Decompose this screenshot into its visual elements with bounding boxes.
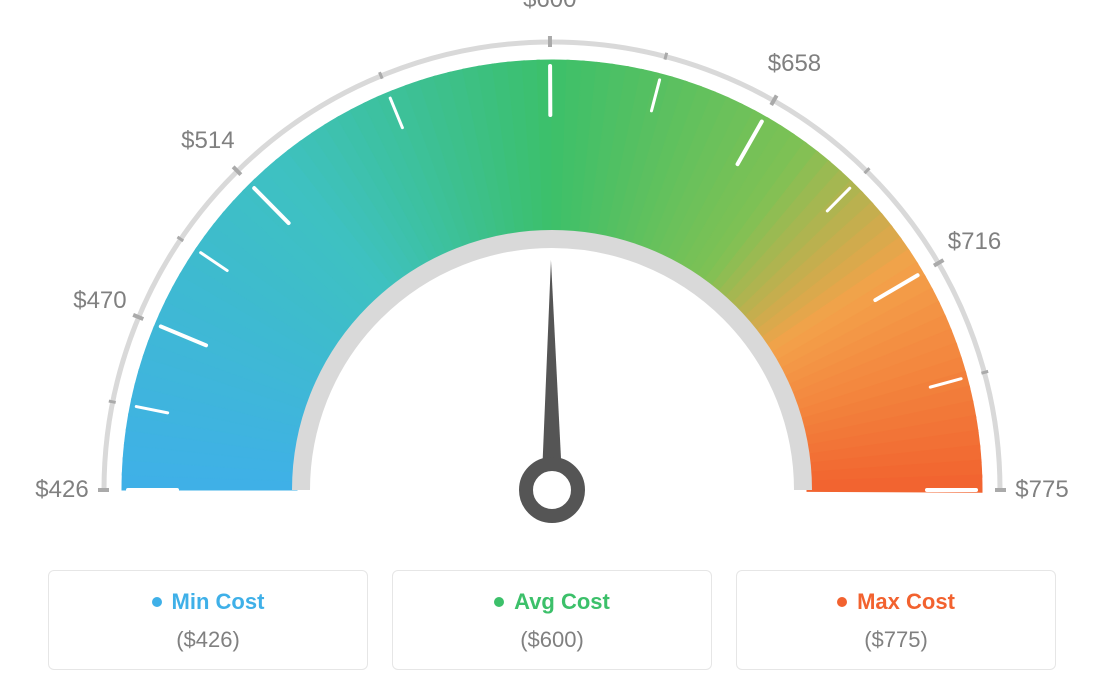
gauge-tick-label: $600 — [523, 0, 576, 14]
gauge-tick-label: $470 — [73, 287, 126, 315]
legend-card-avg: Avg Cost ($600) — [392, 570, 712, 670]
gauge-tick-label: $514 — [181, 127, 234, 155]
gauge-tick-label: $775 — [1015, 476, 1068, 504]
gauge-tick-label: $658 — [768, 50, 821, 78]
legend-value-min: ($426) — [59, 627, 357, 653]
legend-card-max: Max Cost ($775) — [736, 570, 1056, 670]
legend-label-min: Min Cost — [172, 589, 265, 615]
legend-row: Min Cost ($426) Avg Cost ($600) Max Cost… — [0, 570, 1104, 670]
legend-title-avg: Avg Cost — [494, 589, 610, 615]
legend-dot-min — [152, 597, 162, 607]
legend-dot-avg — [494, 597, 504, 607]
gauge-tick-label: $716 — [948, 228, 1001, 256]
legend-label-max: Max Cost — [857, 589, 955, 615]
legend-card-min: Min Cost ($426) — [48, 570, 368, 670]
legend-title-min: Min Cost — [152, 589, 265, 615]
gauge-tick-label: $426 — [35, 476, 88, 504]
legend-value-avg: ($600) — [403, 627, 701, 653]
gauge-chart: $426 $470 $514 $600 $658 $716 $775 — [0, 0, 1104, 560]
legend-title-max: Max Cost — [837, 589, 955, 615]
legend-label-avg: Avg Cost — [514, 589, 610, 615]
legend-value-max: ($775) — [747, 627, 1045, 653]
gauge-svg — [0, 0, 1104, 560]
legend-dot-max — [837, 597, 847, 607]
